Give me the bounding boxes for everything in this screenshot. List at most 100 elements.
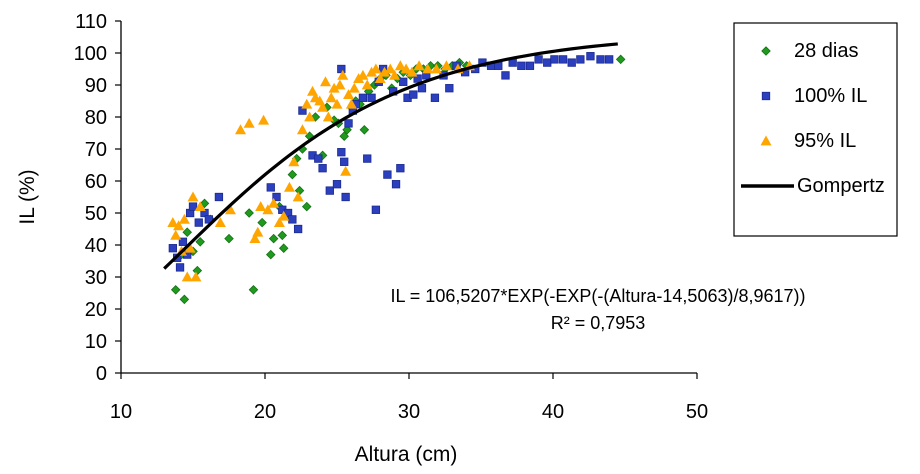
data-point-95-il	[262, 204, 274, 215]
regression-equation: IL = 106,5207*EXP(-EXP(-(Altura-14,5063)…	[390, 286, 805, 306]
data-point-95-il	[173, 220, 185, 231]
data-point-95-il	[301, 98, 313, 109]
data-point-100-il	[341, 192, 350, 202]
y-tick-label: 70	[85, 139, 107, 161]
data-point-95-il	[413, 60, 425, 71]
data-point-28-dias	[192, 265, 203, 276]
legend-label-28-dias: 28 dias	[794, 40, 859, 62]
legend-label-gompertz: Gompertz	[797, 175, 885, 197]
data-point-100-il	[409, 90, 418, 99]
data-point-95-il	[178, 213, 190, 224]
series-95-il	[167, 60, 475, 282]
y-tick-label: 50	[85, 203, 107, 225]
data-point-100-il	[175, 263, 185, 272]
data-point-95-il	[440, 60, 452, 71]
data-point-100-il	[325, 186, 334, 195]
data-point-95-il	[304, 111, 316, 122]
data-point-95-il	[288, 156, 300, 167]
data-point-95-il	[322, 111, 334, 122]
r-squared: R² = 0,7953	[551, 313, 646, 333]
legend-key-95-il	[760, 135, 772, 146]
data-point-100-il	[318, 164, 327, 173]
data-point-95-il	[325, 92, 337, 103]
data-point-100-il	[586, 52, 595, 61]
data-point-95-il	[343, 89, 355, 99]
data-point-28-dias	[294, 185, 305, 196]
gompertz-curve	[163, 42, 618, 270]
data-point-95-il	[348, 82, 360, 93]
data-point-100-il	[288, 215, 297, 224]
data-point-95-il	[283, 181, 295, 192]
data-point-100-il	[567, 58, 576, 67]
y-tick-label: 0	[96, 363, 107, 385]
data-point-95-il	[406, 66, 418, 77]
legend-key-28-dias	[761, 46, 771, 56]
data-point-95-il	[374, 73, 386, 83]
data-point-100-il	[605, 55, 614, 64]
y-axis-title: IL (%)	[16, 169, 39, 224]
data-point-95-il	[214, 217, 226, 227]
data-point-100-il	[430, 93, 440, 102]
data-point-28-dias	[615, 54, 626, 65]
data-point-95-il	[340, 165, 352, 176]
data-point-100-il	[266, 183, 275, 192]
legend-key-100-il	[761, 91, 771, 101]
data-point-95-il	[384, 63, 396, 74]
data-point-95-il	[394, 60, 406, 71]
data-point-100-il	[337, 148, 346, 157]
data-point-95-il	[268, 197, 280, 208]
data-point-100-il	[188, 202, 198, 211]
data-point-100-il	[399, 77, 408, 86]
data-point-95-il	[235, 124, 247, 135]
data-point-100-il	[501, 71, 510, 80]
data-point-95-il	[243, 117, 255, 128]
y-ticks: 0 10 20 30 40 50 60 70 80 90 100 110	[74, 11, 121, 385]
data-point-100-il	[391, 180, 401, 189]
data-point-95-il	[357, 69, 369, 80]
y-tick-label: 20	[85, 299, 107, 321]
legend-box	[733, 22, 898, 237]
y-tick-label: 100	[74, 43, 107, 65]
data-point-28-dias	[359, 125, 370, 135]
data-point-28-dias	[224, 233, 234, 244]
data-point-95-il	[430, 63, 442, 74]
data-point-100-il	[371, 205, 381, 214]
data-point-95-il	[317, 101, 329, 112]
data-point-95-il	[361, 79, 373, 90]
x-tick-label: 10	[110, 401, 132, 423]
data-point-28-dias	[195, 237, 205, 247]
y-axis: 0 10 20 30 40 50 60 70 80 90 100 110	[74, 11, 122, 385]
x-tick-label: 40	[542, 401, 564, 423]
data-point-95-il	[187, 191, 199, 202]
data-point-100-il	[178, 237, 188, 246]
data-point-100-il	[576, 55, 585, 64]
data-point-95-il	[273, 217, 285, 227]
legend: 28 dias 100% IL 95% IL Gompertz	[733, 22, 898, 237]
data-point-28-dias	[179, 294, 190, 305]
data-point-100-il	[204, 215, 213, 224]
data-point-100-il	[417, 84, 427, 93]
x-tick-label: 30	[398, 401, 420, 423]
data-point-28-dias	[301, 201, 312, 212]
series-100-il	[168, 52, 614, 272]
y-tick-label: 10	[85, 331, 107, 353]
data-point-100-il	[337, 64, 346, 74]
data-point-100-il	[340, 157, 349, 166]
y-tick-label: 40	[85, 235, 107, 257]
data-point-100-il	[272, 192, 281, 202]
y-tick-label: 90	[85, 75, 107, 97]
data-point-28-dias	[265, 249, 276, 260]
data-point-100-il	[413, 74, 422, 83]
data-point-95-il	[345, 98, 357, 109]
data-point-95-il	[184, 242, 196, 253]
data-point-100-il	[344, 119, 353, 128]
legend-keys	[741, 46, 794, 188]
data-point-95-il	[334, 79, 346, 90]
y-tick-label: 110	[75, 11, 107, 33]
legend-label-95-il: 95% IL	[794, 130, 856, 152]
data-point-95-il	[181, 271, 193, 282]
data-point-28-dias	[170, 285, 181, 295]
data-point-95-il	[278, 210, 290, 221]
legend-label-100-il: 100% IL	[794, 85, 867, 107]
